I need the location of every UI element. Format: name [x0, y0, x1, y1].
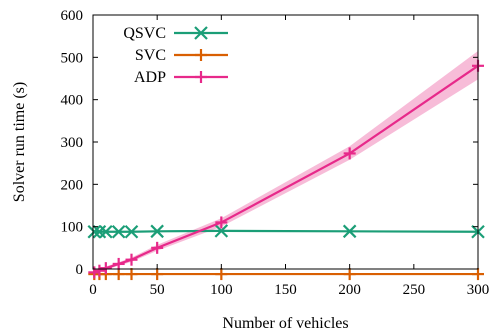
x-tick-label: 50 [150, 282, 165, 298]
x-tick-label: 100 [210, 282, 233, 298]
data-point-qsvc [87, 224, 102, 239]
x-tick-label: 300 [467, 282, 490, 298]
data-point-qsvc [92, 224, 107, 239]
data-point-adp [93, 264, 106, 277]
data-point-svc [215, 268, 228, 281]
series-line-qsvc [94, 229, 479, 233]
data-point-svc [472, 268, 484, 281]
data-point-adp [151, 241, 164, 254]
data-point-qsvc [150, 224, 164, 239]
data-point-qsvc [124, 224, 139, 239]
data-point-qsvc [99, 224, 113, 239]
tick-layer: 0 50 100 150 200 250 300 0 100 200 300 400 500 600 [61, 8, 490, 298]
x-axis-label: Number of vehicles [222, 315, 348, 331]
y-tick-label: 400 [61, 93, 84, 109]
y-tick-label: 100 [61, 220, 84, 236]
legend-marker-adp [195, 71, 207, 83]
data-point-adp [215, 216, 228, 229]
x-tick-label: 200 [338, 282, 361, 298]
data-point-svc [151, 268, 164, 281]
x-tick-label: 250 [403, 282, 426, 298]
series-layer [87, 59, 485, 281]
legend-marker-qsvc [194, 26, 208, 40]
data-point-adp [112, 257, 125, 270]
x-tick-label: 150 [274, 282, 297, 298]
y-tick-label: 200 [61, 177, 84, 193]
data-point-adp [88, 266, 101, 279]
legend: QSVC SVC ADP [123, 25, 228, 86]
data-point-adp [125, 253, 138, 266]
data-point-qsvc [111, 224, 126, 239]
y-tick-label: 600 [61, 8, 84, 24]
legend-label-qsvc: QSVC [123, 25, 166, 42]
legend-label-adp: ADP [134, 69, 166, 86]
data-point-qsvc [342, 224, 357, 239]
x-tick-label: 0 [89, 282, 97, 298]
legend-marker-svc [195, 49, 207, 61]
y-axis-label: Solver run time (s) [11, 82, 28, 202]
data-point-qsvc [214, 224, 229, 238]
y-tick-label: 0 [76, 262, 84, 278]
y-tick-label: 500 [61, 50, 84, 66]
y-tick-label: 300 [61, 135, 84, 151]
data-point-svc [112, 268, 125, 281]
data-point-adp [343, 147, 356, 160]
data-point-adp [99, 262, 112, 275]
data-point-svc [125, 268, 138, 281]
legend-label-svc: SVC [135, 47, 166, 64]
data-point-svc [343, 268, 356, 281]
